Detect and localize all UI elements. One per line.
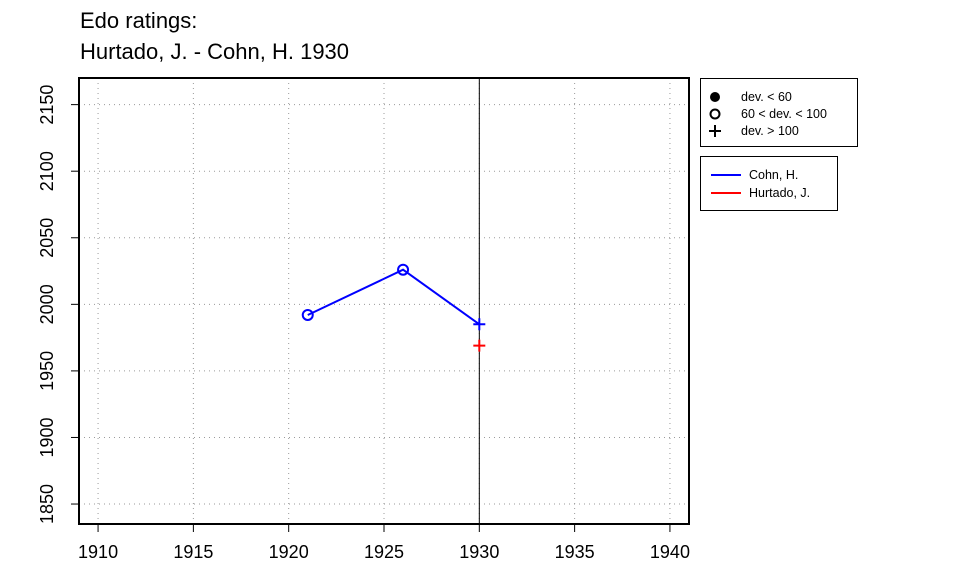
- marker-legend-item: dev. < 60: [701, 89, 792, 105]
- red-line-swatch: [711, 192, 741, 194]
- series-legend-item: Cohn, H.: [701, 167, 798, 183]
- data-point: [473, 318, 486, 331]
- data-point: [301, 308, 314, 321]
- x-tick-label: 1935: [555, 542, 595, 562]
- y-tick-label: 2050: [37, 218, 57, 258]
- data-point: [473, 339, 486, 352]
- chart-title-line-1: Edo ratings:: [80, 8, 198, 33]
- filled-circle-icon: [701, 91, 729, 103]
- marker-legend: dev. < 60 60 < dev. < 100 dev. > 100: [700, 78, 858, 147]
- x-axis: 1910 1915 1920 1925 1930 1935 1940: [78, 524, 690, 562]
- series: [301, 263, 486, 331]
- data-point: [397, 263, 410, 276]
- y-tick-label: 1950: [37, 351, 57, 391]
- y-tick-label: 1850: [37, 484, 57, 524]
- x-tick-label: 1910: [78, 542, 118, 562]
- x-tick-label: 1940: [650, 542, 690, 562]
- blue-line-swatch: [711, 174, 741, 176]
- x-tick-label: 1920: [269, 542, 309, 562]
- x-tick-label: 1925: [364, 542, 404, 562]
- series-line: [307, 268, 480, 326]
- marker-legend-label: dev. > 100: [741, 124, 799, 138]
- chart-title-line-2: Hurtado, J. - Cohn, H. 1930: [80, 39, 350, 64]
- marker-legend-item: 60 < dev. < 100: [701, 106, 827, 122]
- series-legend-label: Cohn, H.: [749, 168, 799, 182]
- plus-icon: [701, 124, 729, 138]
- x-tick-label: 1915: [173, 542, 213, 562]
- y-tick-label: 1900: [37, 417, 57, 457]
- x-tick-label: 1930: [459, 542, 499, 562]
- series-legend: Cohn, H. Hurtado, J.: [700, 156, 838, 211]
- plot-frame: [78, 77, 690, 525]
- open-circle-icon: [701, 108, 729, 120]
- series: [473, 339, 486, 352]
- y-tick-label: 2100: [37, 151, 57, 191]
- series-legend-item: Hurtado, J.: [701, 185, 810, 201]
- y-tick-label: 2150: [37, 85, 57, 125]
- series-group: [301, 263, 486, 352]
- marker-legend-label: dev. < 60: [741, 90, 792, 104]
- series-legend-label: Hurtado, J.: [749, 186, 811, 200]
- y-tick-label: 2000: [37, 284, 57, 324]
- y-axis: 1850 1900 1950 2000 2050 2100 2150: [37, 85, 79, 524]
- grid-lines: [79, 78, 689, 524]
- marker-legend-item: dev. > 100: [701, 123, 799, 139]
- marker-legend-label: 60 < dev. < 100: [741, 107, 827, 121]
